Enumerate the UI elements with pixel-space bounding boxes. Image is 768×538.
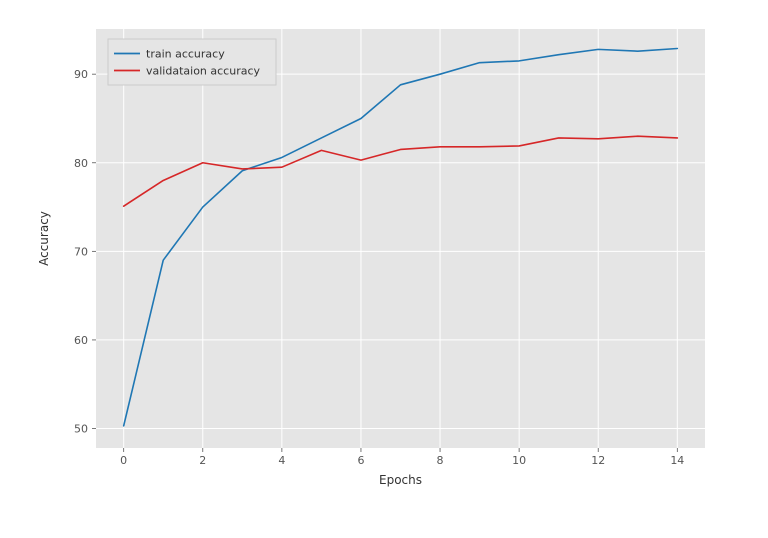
y-tick-label: 70 xyxy=(74,245,88,258)
x-tick-label: 4 xyxy=(278,454,285,467)
legend-label-1: validataion accuracy xyxy=(146,65,261,78)
x-tick-label: 14 xyxy=(670,454,684,467)
accuracy-line-chart: 0 2 4 6 8 10 12 14 50 60 70 80 90 Epochs Accuracy train… xyxy=(0,0,768,538)
x-tick-label: 12 xyxy=(591,454,605,467)
x-tick-label: 8 xyxy=(437,454,444,467)
x-tick-label: 2 xyxy=(199,454,206,467)
legend-label-0: train accuracy xyxy=(146,48,225,61)
y-tick-label: 60 xyxy=(74,334,88,347)
x-tick-label: 10 xyxy=(512,454,526,467)
y-tick-label: 90 xyxy=(74,68,88,81)
y-axis-label: Accuracy xyxy=(37,211,51,266)
y-tick-label: 80 xyxy=(74,157,88,170)
legend-frame xyxy=(108,39,276,85)
x-tick-label: 6 xyxy=(357,454,364,467)
plot-bg xyxy=(96,29,705,448)
y-tick-label: 50 xyxy=(74,423,88,436)
x-axis-label: Epochs xyxy=(379,473,422,487)
chart-container: 0 2 4 6 8 10 12 14 50 60 70 80 90 Epochs Accuracy train… xyxy=(0,0,768,538)
x-tick-label: 0 xyxy=(120,454,127,467)
